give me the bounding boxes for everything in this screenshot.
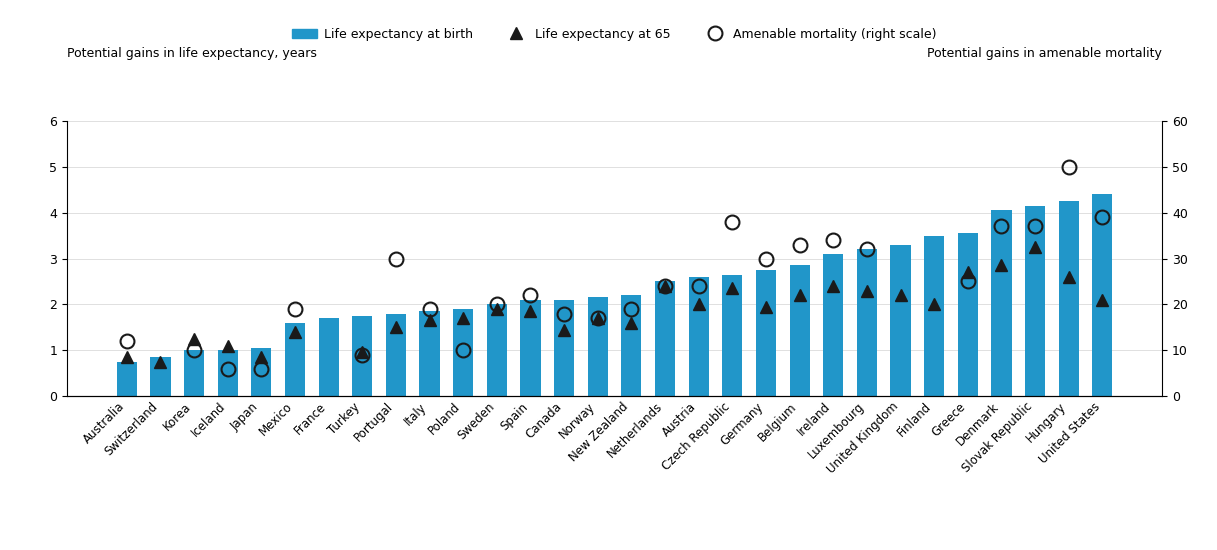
Bar [891, 245, 910, 396]
Bar [588, 298, 607, 396]
Bar [184, 350, 204, 396]
Bar [251, 348, 271, 396]
Bar [823, 254, 843, 396]
Bar [487, 304, 507, 396]
Bar [386, 314, 406, 396]
Bar [352, 316, 372, 396]
Bar [285, 323, 305, 396]
Legend: Life expectancy at birth, Life expectancy at 65, Amenable mortality (right scale: Life expectancy at birth, Life expectanc… [287, 23, 942, 46]
Bar [857, 249, 877, 396]
Bar [756, 270, 776, 396]
Bar [218, 350, 237, 396]
Bar [622, 295, 641, 396]
Bar [655, 282, 675, 396]
Bar [958, 233, 978, 396]
Bar [420, 311, 439, 396]
Text: Potential gains in life expectancy, years: Potential gains in life expectancy, year… [67, 47, 316, 60]
Bar [992, 210, 1011, 396]
Bar [319, 318, 338, 396]
Bar [117, 362, 136, 396]
Bar [453, 309, 473, 396]
Bar [722, 274, 742, 396]
Bar [1093, 194, 1112, 396]
Bar [689, 277, 708, 396]
Bar [151, 357, 170, 396]
Bar [1025, 206, 1045, 396]
Bar [924, 235, 944, 396]
Bar [521, 300, 540, 396]
Bar [790, 266, 809, 396]
Bar [1059, 201, 1078, 396]
Text: Potential gains in amenable mortality: Potential gains in amenable mortality [927, 47, 1162, 60]
Bar [554, 300, 574, 396]
